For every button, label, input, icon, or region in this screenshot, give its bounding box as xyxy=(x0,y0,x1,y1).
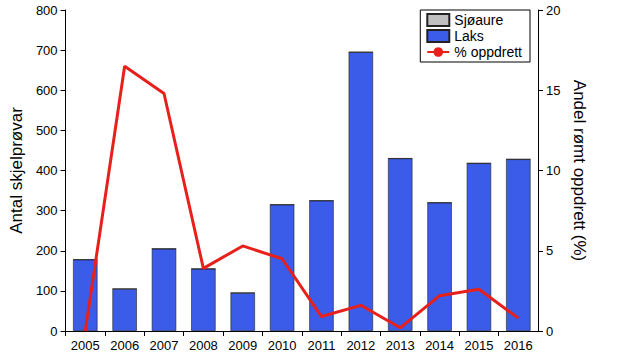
svg-text:Laks: Laks xyxy=(454,28,484,44)
svg-text:200: 200 xyxy=(36,243,58,258)
svg-text:2011: 2011 xyxy=(307,338,335,353)
svg-text:Andel rømt oppdrett (%): Andel rømt oppdrett (%) xyxy=(570,80,589,261)
svg-text:800: 800 xyxy=(36,3,58,18)
svg-text:10: 10 xyxy=(546,163,560,178)
svg-text:2014: 2014 xyxy=(425,338,454,353)
svg-text:2008: 2008 xyxy=(189,338,218,353)
svg-text:20: 20 xyxy=(546,3,560,18)
svg-text:400: 400 xyxy=(36,163,58,178)
svg-text:2012: 2012 xyxy=(346,338,375,353)
svg-text:2005: 2005 xyxy=(71,338,100,353)
svg-text:5: 5 xyxy=(546,243,553,258)
svg-text:500: 500 xyxy=(36,123,58,138)
svg-text:2015: 2015 xyxy=(464,338,493,353)
svg-text:2009: 2009 xyxy=(228,338,257,353)
svg-text:600: 600 xyxy=(36,83,58,98)
svg-text:15: 15 xyxy=(546,83,560,98)
svg-text:% oppdrett: % oppdrett xyxy=(454,44,522,60)
svg-text:700: 700 xyxy=(36,43,58,58)
svg-text:300: 300 xyxy=(36,203,58,218)
svg-text:Antal skjelprøvar: Antal skjelprøvar xyxy=(7,107,26,234)
svg-text:100: 100 xyxy=(36,283,58,298)
svg-text:0: 0 xyxy=(50,324,57,339)
svg-text:2016: 2016 xyxy=(504,338,533,353)
svg-text:2010: 2010 xyxy=(268,338,297,353)
svg-text:Sjøaure: Sjøaure xyxy=(454,12,503,28)
svg-text:2013: 2013 xyxy=(386,338,415,353)
svg-text:2007: 2007 xyxy=(150,338,179,353)
svg-text:0: 0 xyxy=(546,324,553,339)
svg-text:2006: 2006 xyxy=(110,338,139,353)
